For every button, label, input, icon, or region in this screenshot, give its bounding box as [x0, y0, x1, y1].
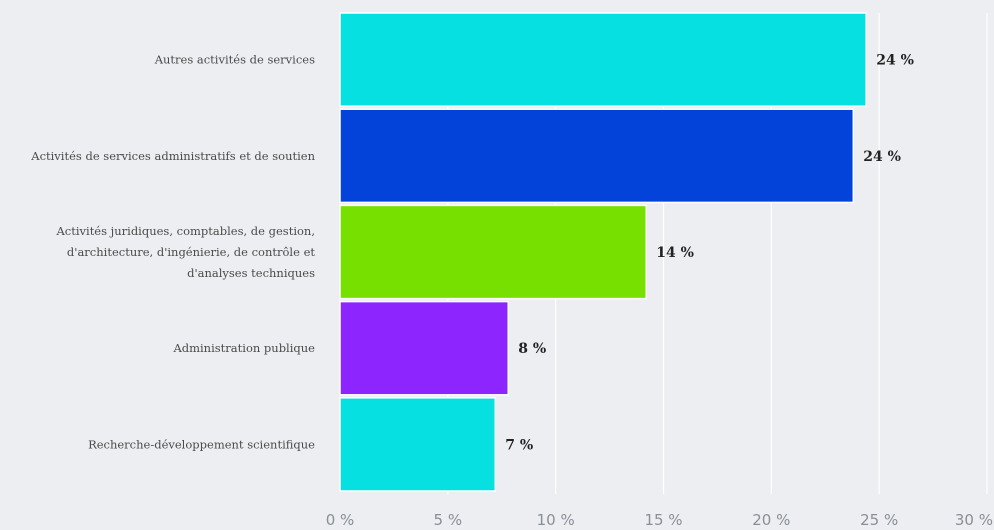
data-label: 14 %: [656, 245, 694, 261]
category-labels: Autres activités de services Activités de…: [30, 53, 315, 452]
data-label: 8 %: [518, 341, 546, 357]
category-label: Recherche-développement scientifique: [88, 437, 315, 451]
data-label: 24 %: [863, 149, 901, 165]
data-label: 7 %: [505, 437, 533, 453]
bar: [339, 300, 509, 396]
x-tick-label: 5 %: [434, 511, 463, 529]
x-tick-label: 20 %: [752, 511, 790, 529]
category-label: Autres activités de services: [154, 53, 315, 67]
x-tick-label: 15 %: [644, 511, 682, 529]
x-tick-label: 0 %: [326, 511, 355, 529]
x-tick-label: 30 %: [955, 511, 993, 529]
bar: [339, 12, 867, 107]
x-tick-label: 25 %: [860, 511, 898, 529]
x-tick-label: 10 %: [537, 511, 575, 529]
bar: [339, 397, 497, 492]
bars: [339, 12, 867, 492]
category-label: Activités de services administratifs et …: [30, 149, 315, 163]
x-axis-tick-labels: 0 % 5 % 10 % 15 % 20 % 25 % 30 %: [326, 511, 993, 529]
data-label: 24 %: [876, 53, 914, 69]
category-label: Administration publique: [172, 341, 315, 355]
category-label: Activités juridiques, comptables, de ges…: [55, 224, 315, 280]
data-labels: 24 % 24 % 14 % 8 % 7 %: [505, 53, 914, 454]
bar: [339, 108, 855, 204]
bar: [339, 204, 647, 300]
